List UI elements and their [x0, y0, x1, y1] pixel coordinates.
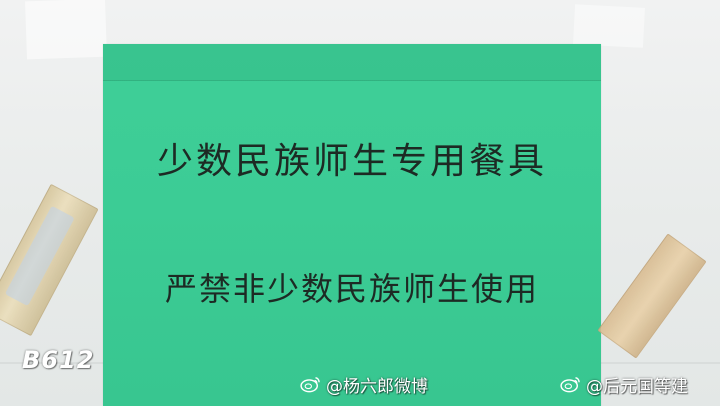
weibo-icon [300, 377, 320, 393]
weibo-icon [560, 377, 580, 393]
watermark-2-text: @后元国等建 [586, 376, 688, 397]
sheet-fold-line [103, 80, 601, 81]
old-tape-residue-right [573, 4, 645, 48]
green-notice-sheet: 少数民族师生专用餐具 严禁非少数民族师生使用 [103, 44, 601, 406]
watermark-1-text: @杨六郎微博 [326, 376, 428, 397]
notice-line-1: 少数民族师生专用餐具 [156, 141, 547, 182]
old-tape-residue [25, 0, 107, 60]
watermark-1: @杨六郎微博 [300, 370, 428, 398]
watermark-2: @后元国等建 [560, 370, 688, 398]
notice-line-2: 严禁非少数民族师生使用 [164, 270, 539, 308]
sheet-top-strip [103, 44, 601, 80]
camera-app-badge: B612 [22, 346, 95, 374]
